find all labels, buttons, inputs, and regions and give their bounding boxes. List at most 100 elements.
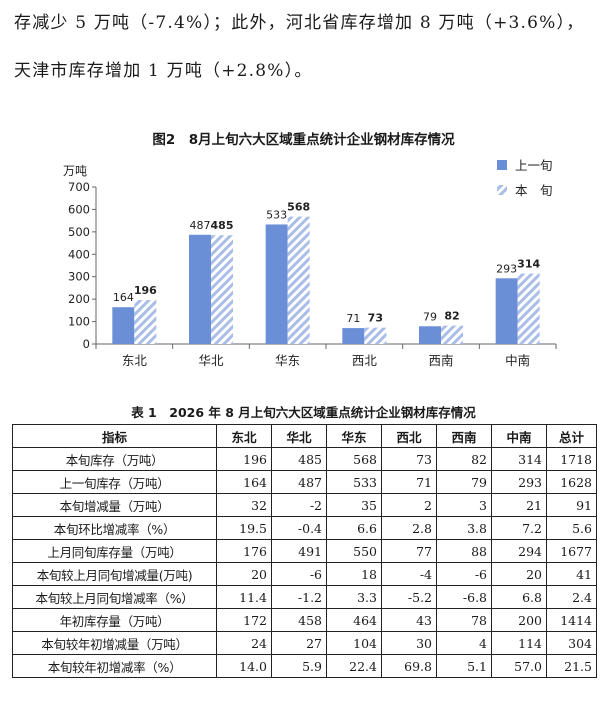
row-label-cell: 本旬较上月同旬增减率（%） bbox=[12, 585, 217, 609]
data-label: 73 bbox=[368, 312, 383, 325]
value-cell: 71 bbox=[381, 470, 437, 494]
value-cell: 200 bbox=[491, 608, 547, 632]
y-tick-label: 200 bbox=[68, 292, 90, 306]
value-cell: 73 bbox=[381, 447, 437, 471]
value-cell: 2.8 bbox=[381, 516, 437, 540]
table-row: 本旬较年初增减率（%） 14.0 5.9 22.4 69.8 5.1 57.0 21.5 bbox=[12, 654, 597, 678]
table-header-cell: 总计 bbox=[546, 424, 597, 448]
inventory-table: 指标 东北 华北 华东 西北 西南 中南 总计 本旬库存（万吨） 196 485 568 73 82 31… bbox=[12, 424, 597, 678]
value-cell: 164 bbox=[216, 470, 272, 494]
value-cell: 35 bbox=[326, 493, 382, 517]
value-cell: 196 bbox=[216, 447, 272, 471]
x-tick-label: 中南 bbox=[505, 353, 530, 368]
value-cell: 464 bbox=[326, 608, 382, 632]
bar-previous bbox=[419, 326, 441, 344]
value-cell: 172 bbox=[216, 608, 272, 632]
y-tick-label: 100 bbox=[68, 315, 90, 329]
data-label: 79 bbox=[423, 310, 437, 323]
data-label: 293 bbox=[496, 262, 517, 275]
x-tick-label: 西南 bbox=[428, 353, 453, 368]
value-cell: 22.4 bbox=[326, 654, 382, 678]
data-label: 485 bbox=[211, 219, 234, 232]
data-label: 533 bbox=[266, 208, 287, 221]
table-row: 本旬较上月同旬增减量(万吨) 20 -6 18 -4 -6 20 41 bbox=[12, 562, 597, 586]
data-label: 568 bbox=[287, 201, 310, 214]
value-cell: 4 bbox=[436, 631, 492, 655]
value-cell: 43 bbox=[381, 608, 437, 632]
value-cell: -6.8 bbox=[436, 585, 492, 609]
row-label-cell: 本旬库存（万吨） bbox=[12, 447, 217, 471]
table-row: 本旬较上月同旬增减率（%） 11.4 -1.2 3.3 -5.2 -6.8 6.8 2.4 bbox=[12, 585, 597, 609]
table-row: 本旬环比增减率（%） 19.5 -0.4 6.6 2.8 3.8 7.2 5.6 bbox=[12, 516, 597, 540]
bar-current bbox=[441, 325, 463, 344]
value-cell: 79 bbox=[436, 470, 492, 494]
value-cell: -1.2 bbox=[271, 585, 327, 609]
value-cell: 104 bbox=[326, 631, 382, 655]
value-cell: 550 bbox=[326, 539, 382, 563]
value-cell: -6 bbox=[436, 562, 492, 586]
value-cell: 114 bbox=[491, 631, 547, 655]
table-header-cell: 华东 bbox=[326, 424, 382, 448]
value-cell: -0.4 bbox=[271, 516, 327, 540]
bar-current bbox=[287, 216, 310, 344]
x-tick-label: 华东 bbox=[275, 353, 300, 368]
value-cell: 533 bbox=[326, 470, 382, 494]
value-cell: 41 bbox=[546, 562, 597, 586]
value-cell: 5.1 bbox=[436, 654, 492, 678]
legend-label: 本 旬 bbox=[515, 183, 553, 198]
bar-previous bbox=[189, 234, 211, 344]
row-label-cell: 本旬增减量（万吨） bbox=[12, 493, 217, 517]
table-row: 上月同旬库存量（万吨） 176 491 550 77 88 294 1677 bbox=[12, 539, 597, 563]
value-cell: 5.9 bbox=[271, 654, 327, 678]
y-tick-label: 0 bbox=[83, 337, 90, 351]
value-cell: 487 bbox=[271, 470, 327, 494]
value-cell: 176 bbox=[216, 539, 272, 563]
value-cell: 6.8 bbox=[491, 585, 547, 609]
value-cell: 11.4 bbox=[216, 585, 272, 609]
body-paragraph-line-2: 天津市库存增加 1 万吨（+2.8%）。 bbox=[14, 61, 313, 81]
row-label-cell: 上月同旬库存量（万吨） bbox=[12, 539, 217, 563]
value-cell: 1628 bbox=[546, 470, 597, 494]
value-cell: 21.5 bbox=[546, 654, 597, 678]
data-label: 164 bbox=[113, 291, 134, 304]
bar-current bbox=[134, 300, 157, 344]
data-label: 71 bbox=[346, 312, 360, 325]
legend-label: 上一旬 bbox=[515, 158, 553, 173]
row-label-cell: 本旬环比增减率（%） bbox=[12, 516, 217, 540]
value-cell: 485 bbox=[271, 447, 327, 471]
table-header-cell: 西南 bbox=[436, 424, 492, 448]
value-cell: 77 bbox=[381, 539, 437, 563]
value-cell: 3.3 bbox=[326, 585, 382, 609]
value-cell: 20 bbox=[216, 562, 272, 586]
value-cell: 21 bbox=[491, 493, 547, 517]
value-cell: 1718 bbox=[546, 447, 597, 471]
value-cell: 69.8 bbox=[381, 654, 437, 678]
value-cell: 82 bbox=[436, 447, 492, 471]
table-header-cell: 华北 bbox=[271, 424, 327, 448]
value-cell: 2 bbox=[381, 493, 437, 517]
legend-swatch bbox=[497, 185, 507, 195]
value-cell: -2 bbox=[271, 493, 327, 517]
value-cell: 3.8 bbox=[436, 516, 492, 540]
table-header-cell: 东北 bbox=[216, 424, 272, 448]
bar-previous bbox=[112, 307, 135, 344]
value-cell: 78 bbox=[436, 608, 492, 632]
table-title: 表 1 2026 年 8 月上旬六大区域重点统计企业钢材库存情况 bbox=[131, 405, 476, 420]
value-cell: 7.2 bbox=[491, 516, 547, 540]
legend-swatch bbox=[497, 160, 507, 170]
table-header-cell: 西北 bbox=[381, 424, 437, 448]
value-cell: -6 bbox=[271, 562, 327, 586]
value-cell: 5.6 bbox=[546, 516, 597, 540]
table-row: 本旬库存（万吨） 196 485 568 73 82 314 1718 bbox=[12, 447, 597, 471]
value-cell: 304 bbox=[546, 631, 597, 655]
value-cell: 27 bbox=[271, 631, 327, 655]
x-tick-label: 华北 bbox=[198, 353, 224, 368]
table-header-cell: 指标 bbox=[12, 424, 217, 448]
value-cell: 314 bbox=[491, 447, 547, 471]
value-cell: 6.6 bbox=[326, 516, 382, 540]
value-cell: 458 bbox=[271, 608, 327, 632]
row-label-cell: 本旬较上月同旬增减量(万吨) bbox=[12, 562, 217, 586]
bar-previous bbox=[342, 328, 365, 344]
y-tick-label: 300 bbox=[68, 270, 90, 284]
